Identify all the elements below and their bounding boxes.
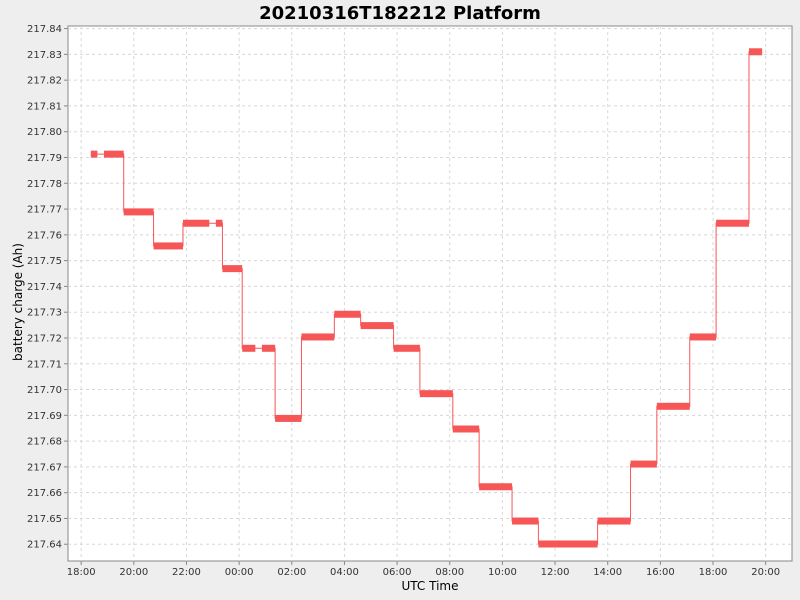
y-tick-label: 217.72 [27, 333, 62, 344]
battery-charge-series [90, 48, 763, 548]
y-tick-label: 217.67 [27, 462, 62, 473]
x-tick-label: 08:00 [435, 567, 464, 578]
y-tick-label: 217.64 [27, 540, 62, 551]
x-tick-label: 00:00 [225, 567, 254, 578]
data-segment [748, 48, 763, 56]
x-tick-label: 04:00 [330, 567, 359, 578]
y-tick-label: 217.65 [27, 514, 62, 525]
data-segment [689, 333, 717, 341]
y-axis-label: battery charge (Ah) [11, 243, 25, 361]
data-segment [90, 150, 98, 158]
x-tick-label: 06:00 [383, 567, 412, 578]
x-tick-label: 10:00 [488, 567, 517, 578]
y-tick-label: 217.73 [27, 308, 62, 319]
y-tick-label: 217.74 [27, 282, 62, 293]
y-tick-label: 217.83 [27, 50, 62, 61]
x-tick-label: 16:00 [646, 567, 675, 578]
data-segment [153, 242, 183, 250]
chart-title: 20210316T182212 Platform [259, 3, 541, 24]
y-tick-label: 217.71 [27, 359, 62, 370]
data-segment [215, 219, 223, 227]
data-segment [360, 322, 394, 330]
y-tick-label: 217.68 [27, 437, 62, 448]
data-segment [242, 344, 256, 352]
y-tick-label: 217.79 [27, 153, 62, 164]
data-segment [716, 219, 749, 227]
y-tick-label: 217.77 [27, 205, 62, 216]
y-tick-label: 217.82 [27, 76, 62, 87]
data-segment [275, 414, 302, 422]
data-segment [512, 517, 539, 525]
data-segment [334, 310, 361, 318]
data-segment [301, 333, 335, 341]
data-segment [452, 425, 480, 433]
y-tick-label: 217.66 [27, 488, 62, 499]
x-tick-label: 20:00 [751, 567, 780, 578]
data-segment [656, 402, 690, 410]
data-segment [479, 483, 513, 491]
data-segment [261, 344, 276, 352]
x-tick-label: 12:00 [541, 567, 570, 578]
x-tick-label: 02:00 [277, 567, 306, 578]
data-segment [123, 208, 154, 216]
axes: 217.84 217.83 217.82 217.81 217.80 217.79 217.… [27, 24, 780, 578]
y-tick-label: 217.75 [27, 256, 62, 267]
y-tick-label: 217.81 [27, 101, 62, 112]
y-tick-label: 217.69 [27, 411, 62, 422]
x-tick-label: 22:00 [172, 567, 201, 578]
y-tick-label: 217.78 [27, 179, 62, 190]
data-segment [393, 344, 420, 352]
data-segment [182, 219, 210, 227]
x-tick-label: 18:00 [699, 567, 728, 578]
plot-area [67, 25, 793, 562]
data-segment [103, 150, 124, 158]
grid-lines [68, 26, 792, 561]
y-tick-label: 217.70 [27, 385, 62, 396]
data-segment [538, 540, 598, 548]
y-tick-label: 217.76 [27, 230, 62, 241]
data-segment [597, 517, 631, 525]
y-tick-label: 217.80 [27, 127, 62, 138]
x-axis-label: UTC Time [402, 579, 459, 593]
x-tick-label: 18:00 [67, 567, 96, 578]
data-segment [222, 265, 243, 273]
data-segment [630, 460, 657, 468]
x-tick-label: 14:00 [593, 567, 622, 578]
x-tick-label: 20:00 [119, 567, 148, 578]
data-segment [419, 390, 453, 398]
y-tick-label: 217.84 [27, 24, 62, 35]
